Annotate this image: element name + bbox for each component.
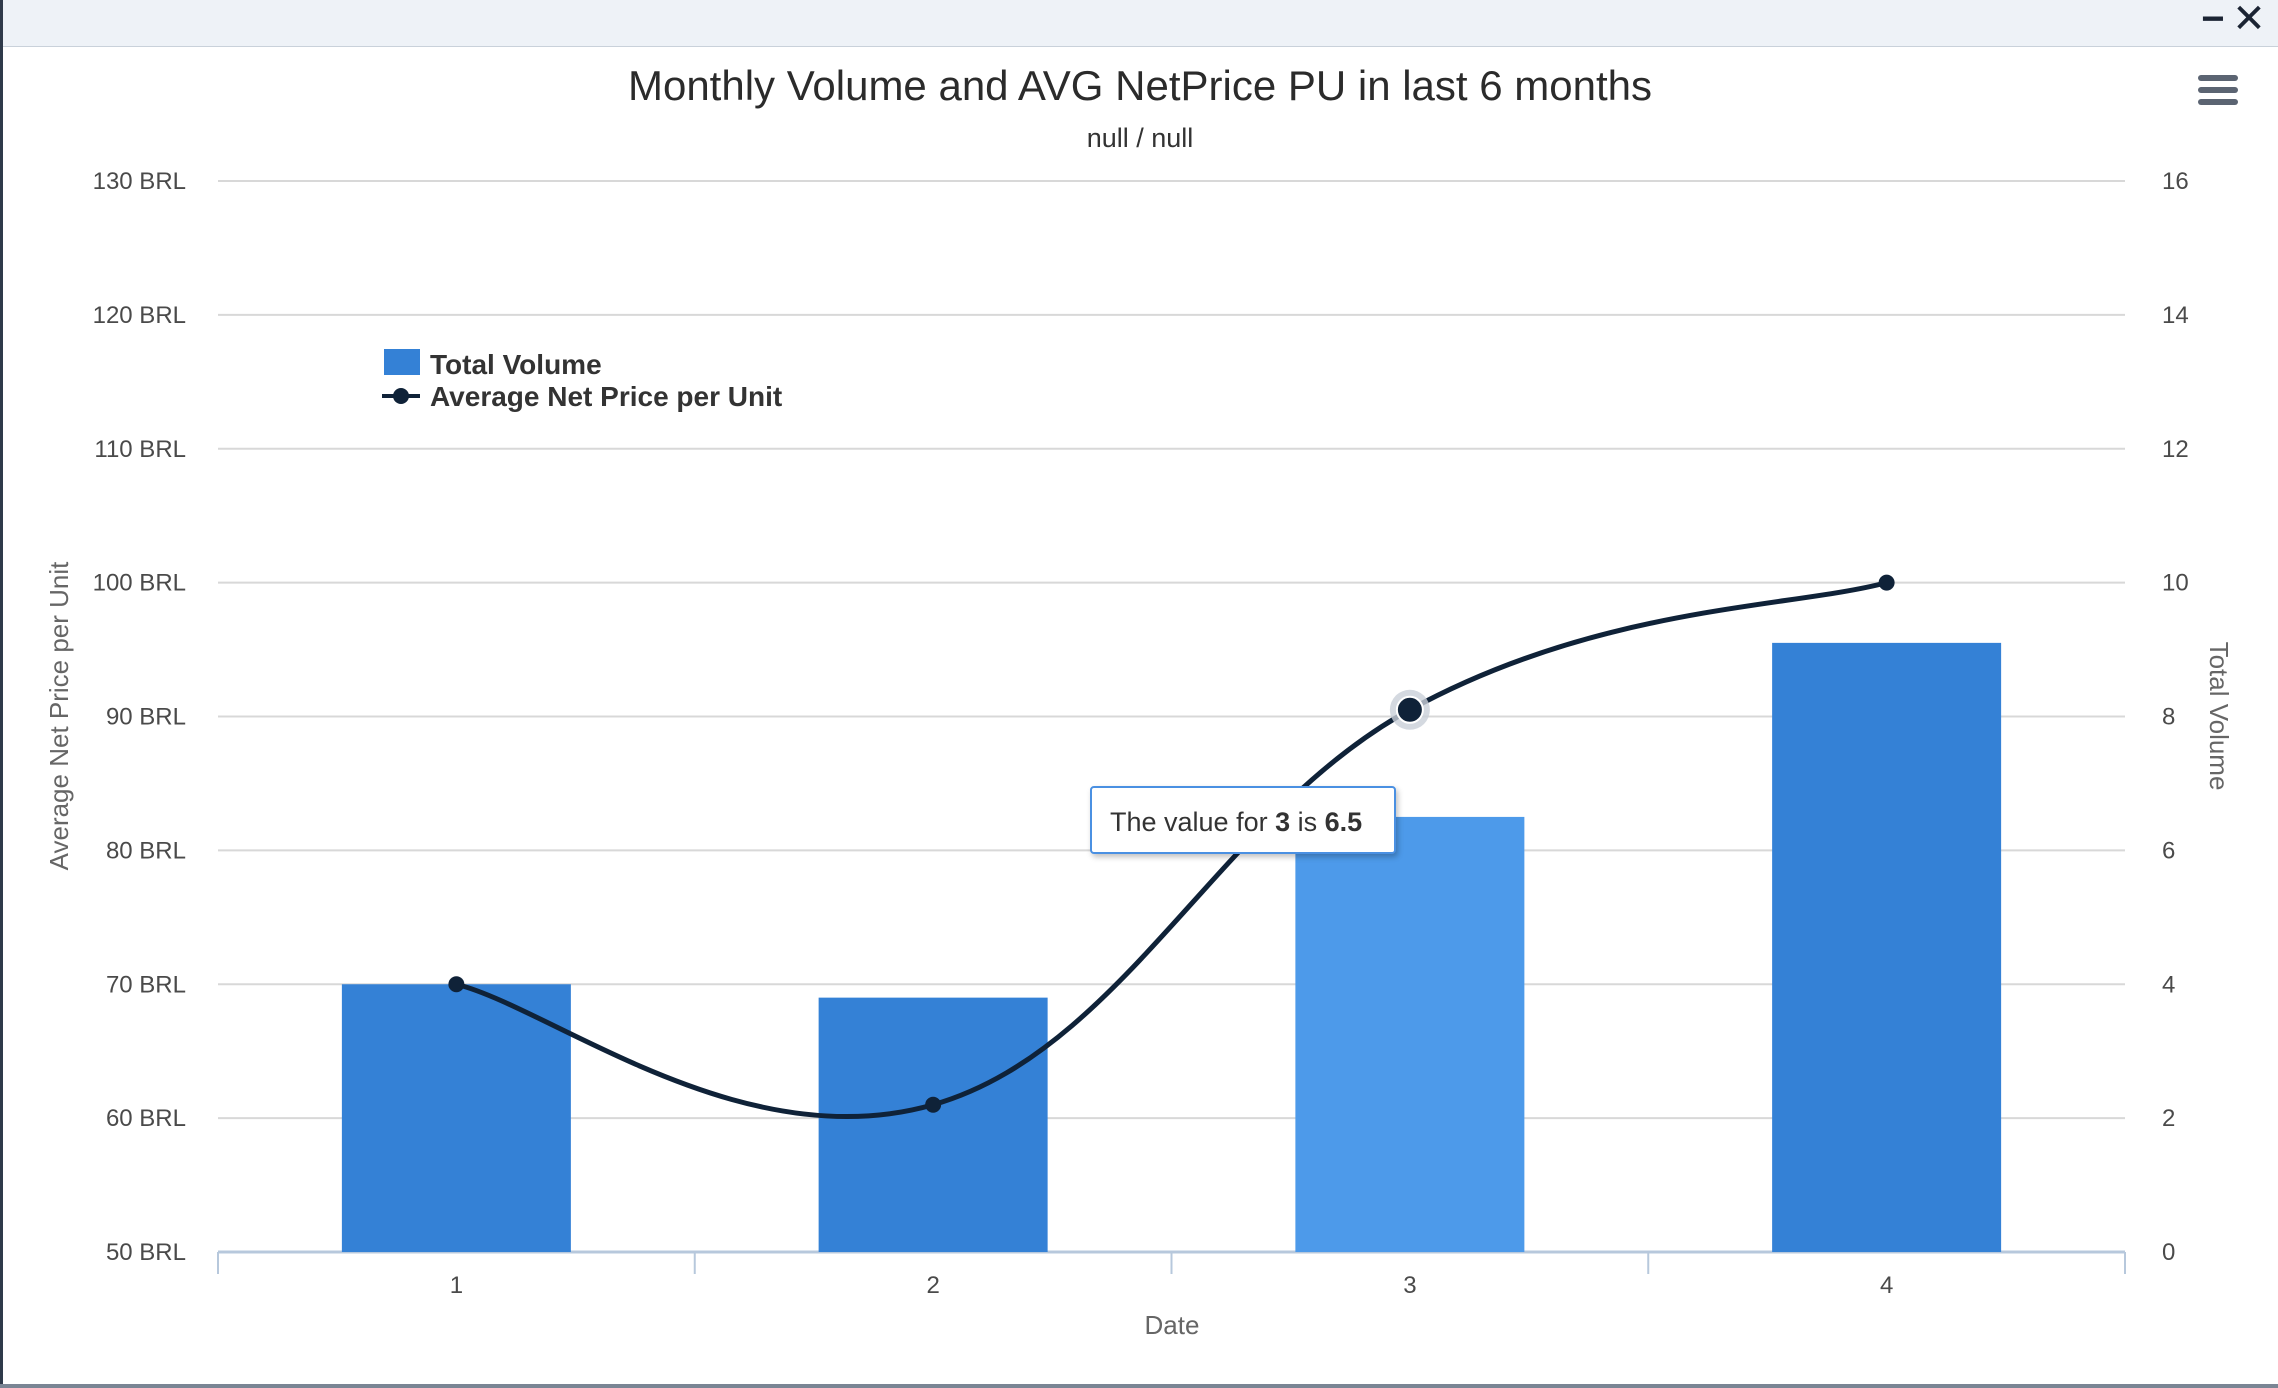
bar-total-volume bbox=[1772, 642, 2002, 1252]
line-point bbox=[448, 976, 465, 993]
y-left-tick-label: 110 BRL bbox=[94, 436, 186, 463]
tooltip-prefix: The value for bbox=[1110, 807, 1276, 837]
y-left-tick-label: 80 BRL bbox=[106, 837, 186, 864]
tooltip-category: 3 bbox=[1275, 807, 1291, 837]
y-right-tick-label: 6 bbox=[2162, 837, 2175, 864]
y-left-tick-label: 130 BRL bbox=[93, 168, 186, 195]
line-point bbox=[1878, 574, 1895, 591]
y-left-tick-label: 90 BRL bbox=[106, 704, 186, 731]
y-left-tick-label: 70 BRL bbox=[106, 971, 186, 998]
x-axis-title: Date bbox=[1145, 1310, 1200, 1340]
legend-swatch-total-volume bbox=[384, 349, 420, 375]
y-right-tick-label: 16 bbox=[2162, 168, 2189, 195]
bar-total-volume bbox=[341, 984, 571, 1252]
close-icon[interactable]: ✕ bbox=[2232, 0, 2266, 41]
chart-subtitle: null / null bbox=[1087, 123, 1194, 153]
line-average-net-price bbox=[455, 580, 1888, 1120]
y-left-tick-label: 100 BRL bbox=[93, 570, 186, 597]
hamburger-icon[interactable] bbox=[2194, 72, 2242, 116]
window-title-bar bbox=[0, 0, 2278, 47]
line-point bbox=[1395, 695, 1424, 724]
window-left-border bbox=[0, 0, 3, 1388]
y-right-tick-label: 10 bbox=[2162, 570, 2189, 597]
chart-title: Monthly Volume and AVG NetPrice PU in la… bbox=[628, 62, 1652, 109]
legend-swatch-point bbox=[393, 388, 409, 404]
y-left-tick-label: 50 BRL bbox=[106, 1239, 186, 1266]
y-left-tick-label: 60 BRL bbox=[106, 1105, 186, 1132]
bar-total-volume bbox=[1295, 816, 1525, 1252]
x-tick-label: 1 bbox=[450, 1272, 463, 1299]
bar-total-volume bbox=[818, 997, 1048, 1252]
y-left-tick-label: 120 BRL bbox=[93, 302, 186, 329]
y-right-tick-label: 0 bbox=[2162, 1239, 2175, 1266]
tooltip-middle: is bbox=[1290, 807, 1325, 837]
y-right-tick-label: 4 bbox=[2162, 971, 2175, 998]
y-right-tick-label: 8 bbox=[2162, 704, 2175, 731]
y-left-axis-title: Average Net Price per Unit bbox=[44, 561, 74, 871]
y-right-tick-label: 14 bbox=[2162, 302, 2189, 329]
x-tick-label: 2 bbox=[926, 1272, 939, 1299]
line-point bbox=[925, 1096, 942, 1113]
y-right-axis-title: Total Volume bbox=[2204, 642, 2234, 791]
legend-label-average-net-price: Average Net Price per Unit bbox=[430, 381, 782, 412]
window-bottom-border bbox=[0, 1384, 2278, 1388]
x-tick-label: 3 bbox=[1403, 1272, 1416, 1299]
tooltip-value: 6.5 bbox=[1324, 807, 1363, 837]
minimize-icon[interactable]: − bbox=[2201, 0, 2225, 41]
x-tick-label: 4 bbox=[1880, 1272, 1893, 1299]
legend-label-total-volume: Total Volume bbox=[430, 349, 602, 380]
y-right-tick-label: 2 bbox=[2162, 1105, 2175, 1132]
y-right-tick-label: 12 bbox=[2162, 436, 2189, 463]
chart-tooltip: The value for 3 is 6.5 bbox=[1090, 786, 1396, 854]
